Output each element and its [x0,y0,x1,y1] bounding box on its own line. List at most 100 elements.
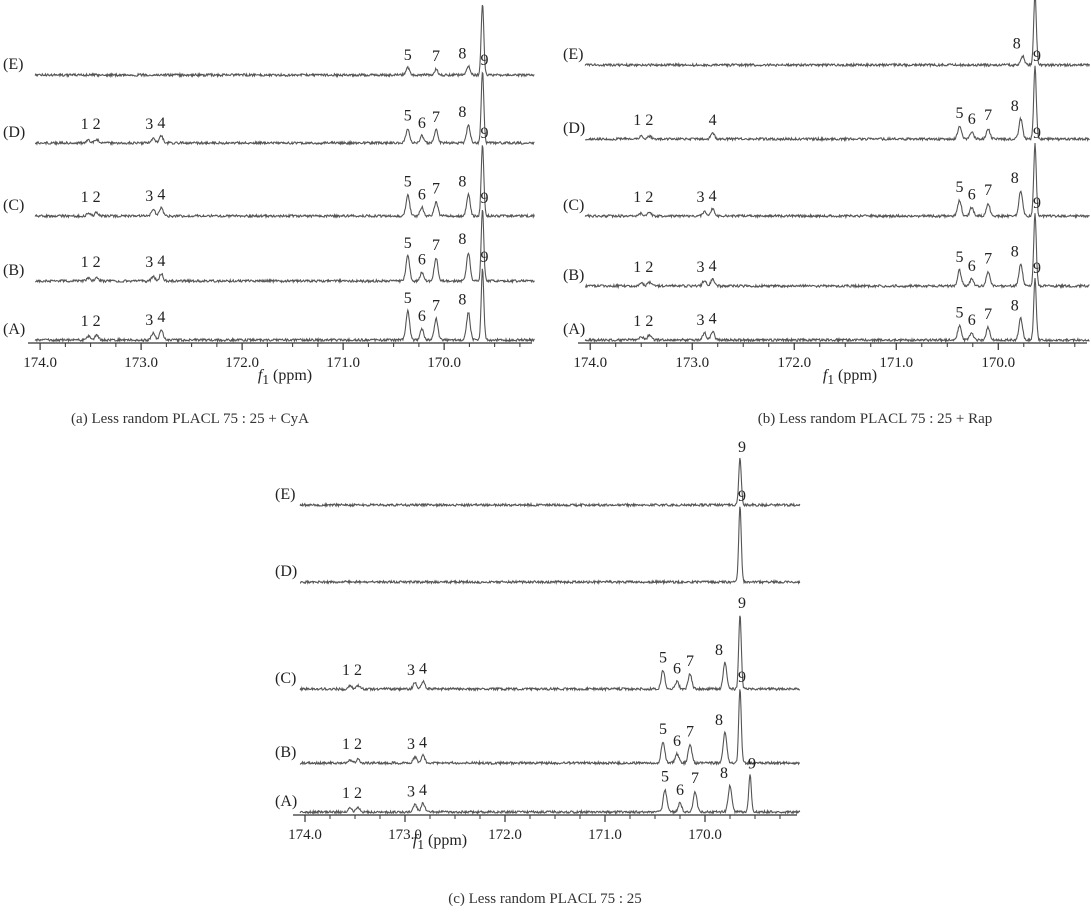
xlabel-b-unit: (ppm) [834,367,878,384]
peak-label: 8 [1011,98,1019,115]
x-tick-label: 172.0 [488,827,522,843]
xlabel-b: f1 (ppm) [780,367,920,388]
peak-label: 2 [645,112,653,129]
spectrum-line [584,0,1091,69]
x-tick-label: 174.0 [23,355,57,371]
peak-label: 1 [633,189,641,206]
series-label: (B) [3,262,24,279]
xlabel-a-unit: (ppm) [269,367,313,384]
peak-label: 9 [1033,195,1041,212]
x-tick-label: 172.0 [225,355,259,371]
spectrum-line [584,213,1090,290]
peak-label: 8 [720,765,728,782]
peak-label: 4 [157,253,165,270]
peak-label: 8 [458,45,466,62]
peak-label: 4 [157,115,165,132]
peak-label: 2 [354,662,362,679]
spectrum-a-e: (E)5789 [3,0,535,79]
peak-label: 9 [748,756,756,773]
spectrum-line [299,774,801,815]
peak-label: 8 [1011,243,1019,260]
caption-b: (b) Less random PLACL 75 : 25 + Rap [757,411,993,427]
peak-label: 9 [481,0,489,1]
series-label: (D) [3,124,25,141]
series-label: (A) [3,321,25,338]
xlabel-b-var: f [822,367,828,384]
peak-label: 1 [81,313,89,330]
peak-label: 4 [157,309,165,326]
spectrum-line [34,268,535,344]
xlabel-a-var: f [257,367,263,384]
peak-label: 4 [419,661,427,678]
peak-label: 1 [633,112,641,129]
peak-label: 4 [709,112,717,129]
peak-label: 6 [968,111,976,128]
xlabel-a-sub: 1 [262,372,269,388]
x-tick-label: 174.0 [288,827,322,843]
peak-label: 3 [145,116,153,133]
peak-label: 9 [738,669,746,686]
chart-b-svg: 174.0173.0172.0171.0170.0(E)89(D)1245678… [563,0,1091,371]
series-label: (D) [563,120,585,137]
peak-label: 5 [404,47,412,64]
peak-label: 9 [481,52,489,69]
peak-label: 8 [715,642,723,659]
peak-label: 1 [633,313,641,330]
peak-label: 5 [956,249,964,266]
peak-label: 3 [696,189,704,206]
peak-label: 1 [81,189,89,206]
peak-label: 9 [1033,260,1041,277]
spectrum-line [584,278,1090,344]
peak-label: 2 [354,785,362,802]
peak-label: 3 [696,259,704,276]
peak-label: 7 [691,770,699,787]
series-label: (A) [563,321,585,338]
peak-label: 9 [738,595,746,612]
x-tick-label: 172.0 [777,355,811,371]
peak-label: 9 [481,249,489,266]
xlabel-c: f1 (ppm) [370,832,510,853]
peak-label: 4 [419,735,427,752]
peak-label: 5 [956,179,964,196]
spectrum-b-b: (B) 1 2 3 456 7 89 [563,195,1090,290]
series-label: (C) [3,197,24,214]
peak-label: 2 [645,259,653,276]
peak-label: 8 [458,292,466,309]
peak-label: 8 [1013,35,1021,52]
series-label: (D) [275,563,297,580]
x-tick-label: 170.0 [981,355,1015,371]
peak-label: 1 [633,259,641,276]
caption-c: (c) Less random PLACL 75 : 25 [448,891,642,907]
peak-label: 1 [81,116,89,133]
peak-label: 7 [984,107,992,124]
peak-label: 5 [956,105,964,122]
peak-label: 7 [432,48,440,65]
spectrum-line [34,4,535,79]
peak-label: 3 [696,312,704,329]
peak-label: 6 [418,251,426,268]
x-tick-label: 171.0 [326,355,360,371]
series-label: (A) [275,793,297,810]
x-tick-label: 171.0 [588,827,622,843]
peak-label: 9 [1033,125,1041,142]
peak-label: 8 [458,231,466,248]
spectrum-line [299,457,801,509]
peak-label: 8 [1011,297,1019,314]
peak-label: 2 [645,189,653,206]
x-axis-a: 174.0 173.0 172.0 171.0 170.0 [23,342,532,371]
peak-label: 6 [676,782,684,799]
peak-label: 3 [145,254,153,271]
peak-label: 2 [93,189,101,206]
peak-label: 4 [157,186,165,203]
spectrum-b-d: (D) 1 2 4 5 6 7 89 [563,48,1090,143]
x-tick-label: 173.0 [675,355,709,371]
peak-label: 8 [1011,170,1019,187]
peak-label: 2 [93,116,101,133]
peak-label: 8 [458,173,466,190]
panel-a: 174.0173.0172.0171.0170.0(E)5789(D)12345… [0,0,545,395]
peak-label: 5 [404,108,412,125]
spectrum-line [299,689,801,767]
peak-label: 5 [661,769,669,786]
spectrum-line [34,209,535,285]
